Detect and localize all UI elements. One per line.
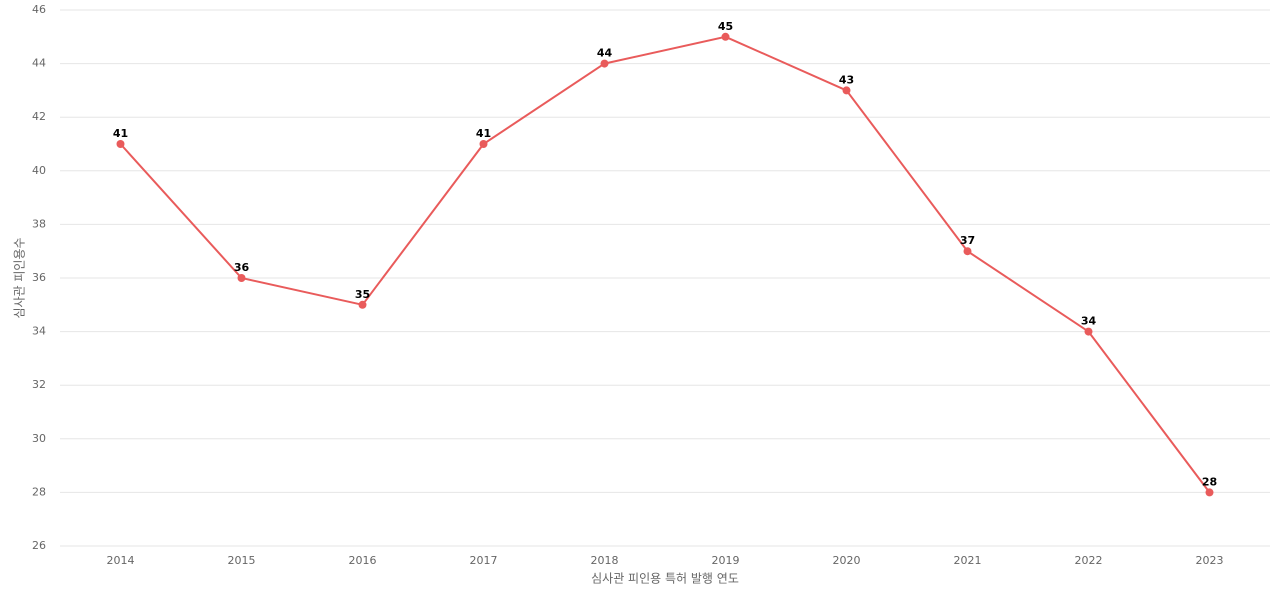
value-label: 43 xyxy=(839,73,854,86)
value-label: 41 xyxy=(476,127,491,140)
x-tick-label: 2015 xyxy=(228,554,256,567)
y-tick-label: 42 xyxy=(32,110,46,123)
x-axis-label: 심사관 피인용 특허 발행 연도 xyxy=(591,571,739,586)
y-tick-label: 34 xyxy=(32,325,46,338)
y-tick-label: 32 xyxy=(32,378,46,391)
point xyxy=(1205,488,1214,497)
point xyxy=(116,140,125,148)
value-label: 44 xyxy=(597,47,613,60)
y-tick-label: 40 xyxy=(32,164,46,177)
value-label: 28 xyxy=(1202,475,1217,488)
value-label: 34 xyxy=(1081,315,1097,328)
value-label: 37 xyxy=(960,234,975,247)
y-axis-label: 심사관 피인용수 xyxy=(13,237,27,318)
y-tick-label: 28 xyxy=(32,485,46,498)
x-tick-label: 2016 xyxy=(349,554,377,567)
y-tick-label: 26 xyxy=(32,539,46,552)
value-label: 45 xyxy=(718,20,733,33)
point xyxy=(963,247,972,256)
x-tick-label: 2021 xyxy=(954,554,982,567)
x-tick-label: 2019 xyxy=(712,554,740,567)
y-tick-label: 30 xyxy=(32,432,46,445)
value-label: 36 xyxy=(234,261,250,274)
point xyxy=(1084,327,1093,336)
y-tick-label: 36 xyxy=(32,271,46,284)
x-tick-label: 2014 xyxy=(107,554,135,567)
value-label: 41 xyxy=(113,127,128,140)
x-tick-label: 2022 xyxy=(1075,554,1103,567)
point xyxy=(842,86,851,95)
y-tick-label: 44 xyxy=(32,57,46,70)
point xyxy=(237,274,246,282)
y-tick-label: 46 xyxy=(32,3,46,16)
x-tick-label: 2018 xyxy=(591,554,619,567)
y-tick-label: 38 xyxy=(32,217,46,230)
point xyxy=(358,300,367,309)
point xyxy=(721,32,730,41)
point xyxy=(600,59,609,68)
x-tick-label: 2023 xyxy=(1196,554,1224,567)
value-label: 35 xyxy=(355,288,370,301)
x-tick-label: 2017 xyxy=(470,554,498,567)
line xyxy=(119,35,1211,494)
x-tick-label: 2020 xyxy=(833,554,861,567)
point xyxy=(479,140,488,148)
